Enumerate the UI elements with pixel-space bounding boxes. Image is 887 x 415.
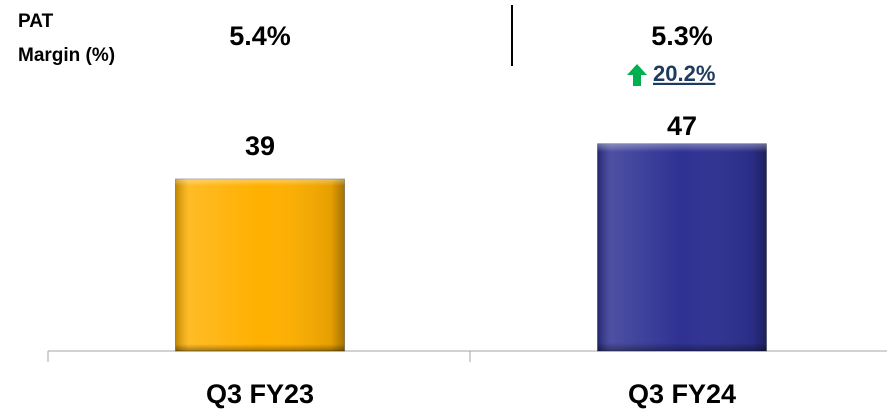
x-tick-label: Q3 FY23 — [206, 379, 314, 409]
bar-shade — [175, 179, 345, 351]
margin-value: 5.3% — [651, 21, 713, 51]
margin-label: Margin (%) — [18, 45, 115, 66]
data-label: 39 — [245, 131, 275, 161]
x-tick-label: Q3 FY24 — [628, 379, 736, 409]
margin-label: PAT — [18, 11, 54, 32]
growth-label: 20.2% — [653, 61, 715, 86]
growth-arrow — [627, 64, 647, 86]
margin-value: 5.4% — [229, 21, 291, 51]
data-label: 47 — [667, 111, 697, 141]
bar-shade — [597, 143, 767, 351]
